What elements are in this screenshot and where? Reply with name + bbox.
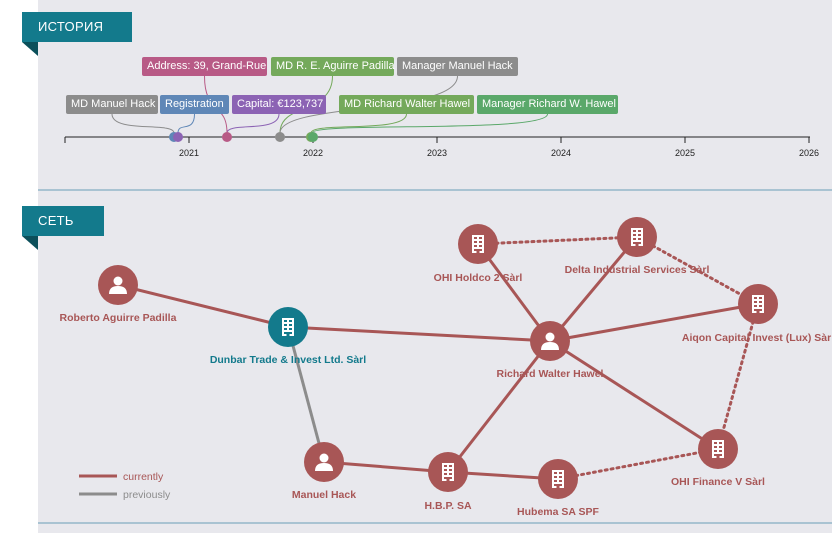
network-edge[interactable] (287, 325, 551, 343)
timeline-event-dot[interactable] (308, 132, 318, 142)
network-edge[interactable] (635, 235, 760, 306)
timeline-event-label[interactable]: Capital: €123,737 (232, 95, 326, 114)
network-edge[interactable] (549, 339, 719, 451)
network-edge[interactable] (716, 302, 760, 451)
timeline-event-dot[interactable] (275, 132, 285, 142)
timeline-year-label: 2021 (179, 148, 199, 158)
network-edge[interactable] (476, 243, 552, 342)
section-title-history: ИСТОРИЯ (38, 19, 104, 34)
company-node[interactable]: OHI Finance V Sàrl (671, 429, 765, 488)
building-icon (472, 235, 484, 253)
building-icon (282, 318, 294, 336)
node-label: Richard Walter Hawel (497, 368, 604, 380)
timeline-event-label[interactable]: Manager Manuel Hack (397, 57, 518, 76)
company-node[interactable]: Hubema SA SPF (517, 459, 600, 518)
person-node[interactable]: Manuel Hack (292, 442, 356, 501)
network-edge[interactable] (556, 447, 720, 481)
person-icon (315, 453, 333, 471)
company-node[interactable]: H.B.P. SA (424, 452, 472, 512)
timeline-event-label[interactable]: Address: 39, Grand-Rue (142, 57, 267, 76)
tab-fold-history (22, 42, 38, 56)
building-icon (752, 295, 764, 313)
node-label: Manuel Hack (292, 489, 356, 501)
building-icon (552, 470, 564, 488)
timeline-year-label: 2025 (675, 148, 695, 158)
network-legend: currently previously (79, 471, 171, 501)
network-edge[interactable] (549, 302, 759, 343)
network-edge[interactable] (117, 283, 289, 329)
network-edge[interactable] (476, 235, 639, 246)
section-divider-bottom (38, 522, 832, 524)
node-label: Aiqon Capital Invest (Lux) Sàrl (682, 332, 832, 344)
timeline-connector (111, 113, 175, 134)
timeline-event-label[interactable]: Manager Richard W. Hawel (477, 95, 618, 114)
timeline-connector (177, 113, 195, 134)
node-label: Hubema SA SPF (517, 506, 599, 518)
node-label: Delta Industrial Services Sàrl (565, 264, 710, 276)
timeline-connector (310, 113, 407, 134)
timeline-year-label: 2023 (427, 148, 447, 158)
person-icon (109, 276, 127, 294)
tab-fold-network (22, 236, 38, 250)
legend-label: currently (123, 471, 164, 483)
node-label: OHI Finance V Sàrl (671, 476, 765, 488)
company-node[interactable]: OHI Holdco 2 Sàrl (434, 224, 523, 284)
section-tab-network[interactable]: СЕТЬ (22, 206, 104, 236)
section-title-network: СЕТЬ (38, 213, 74, 228)
timeline-event-dot[interactable] (173, 132, 183, 142)
timeline-year-label: 2024 (551, 148, 571, 158)
company-node[interactable]: Dunbar Trade & Invest Ltd. Sàrl (210, 307, 366, 366)
timeline-connector (226, 113, 280, 134)
section-divider-top (38, 189, 832, 191)
node-label: OHI Holdco 2 Sàrl (434, 272, 523, 284)
person-node[interactable]: Roberto Aguirre Padilla (60, 265, 177, 324)
timeline-year-label: 2026 (799, 148, 819, 158)
person-node[interactable]: Richard Walter Hawel (497, 321, 604, 380)
building-icon (442, 463, 454, 481)
network-edges (117, 235, 760, 481)
timeline-event-label[interactable]: MD R. E. Aguirre Padilla (271, 57, 395, 76)
section-tab-history[interactable]: ИСТОРИЯ (22, 12, 132, 42)
network-nodes: Roberto Aguirre Padilla Dunbar Trade & In… (60, 217, 832, 518)
building-icon (712, 440, 724, 458)
timeline-event-label[interactable]: MD Richard Walter Hawel (339, 95, 474, 114)
timeline-event-dot[interactable] (222, 132, 232, 142)
person-icon (541, 332, 559, 350)
legend-label: previously (123, 489, 171, 501)
timeline-event-label[interactable]: MD Manuel Hack (66, 95, 158, 114)
network-edge[interactable] (323, 460, 449, 474)
node-label: Roberto Aguirre Padilla (60, 312, 177, 324)
node-label: Dunbar Trade & Invest Ltd. Sàrl (210, 354, 366, 366)
network-edge[interactable] (286, 326, 326, 463)
timeline-year-label: 2022 (303, 148, 323, 158)
node-label: H.B.P. SA (424, 500, 471, 512)
timeline-event-label[interactable]: Registration (160, 95, 229, 114)
company-node[interactable]: Aiqon Capital Invest (Lux) Sàrl (682, 284, 832, 344)
timeline-connector (311, 113, 548, 134)
building-icon (631, 228, 643, 246)
company-node[interactable]: Delta Industrial Services Sàrl (565, 217, 710, 276)
network-edge[interactable] (548, 236, 639, 342)
network-edge[interactable] (446, 340, 552, 473)
